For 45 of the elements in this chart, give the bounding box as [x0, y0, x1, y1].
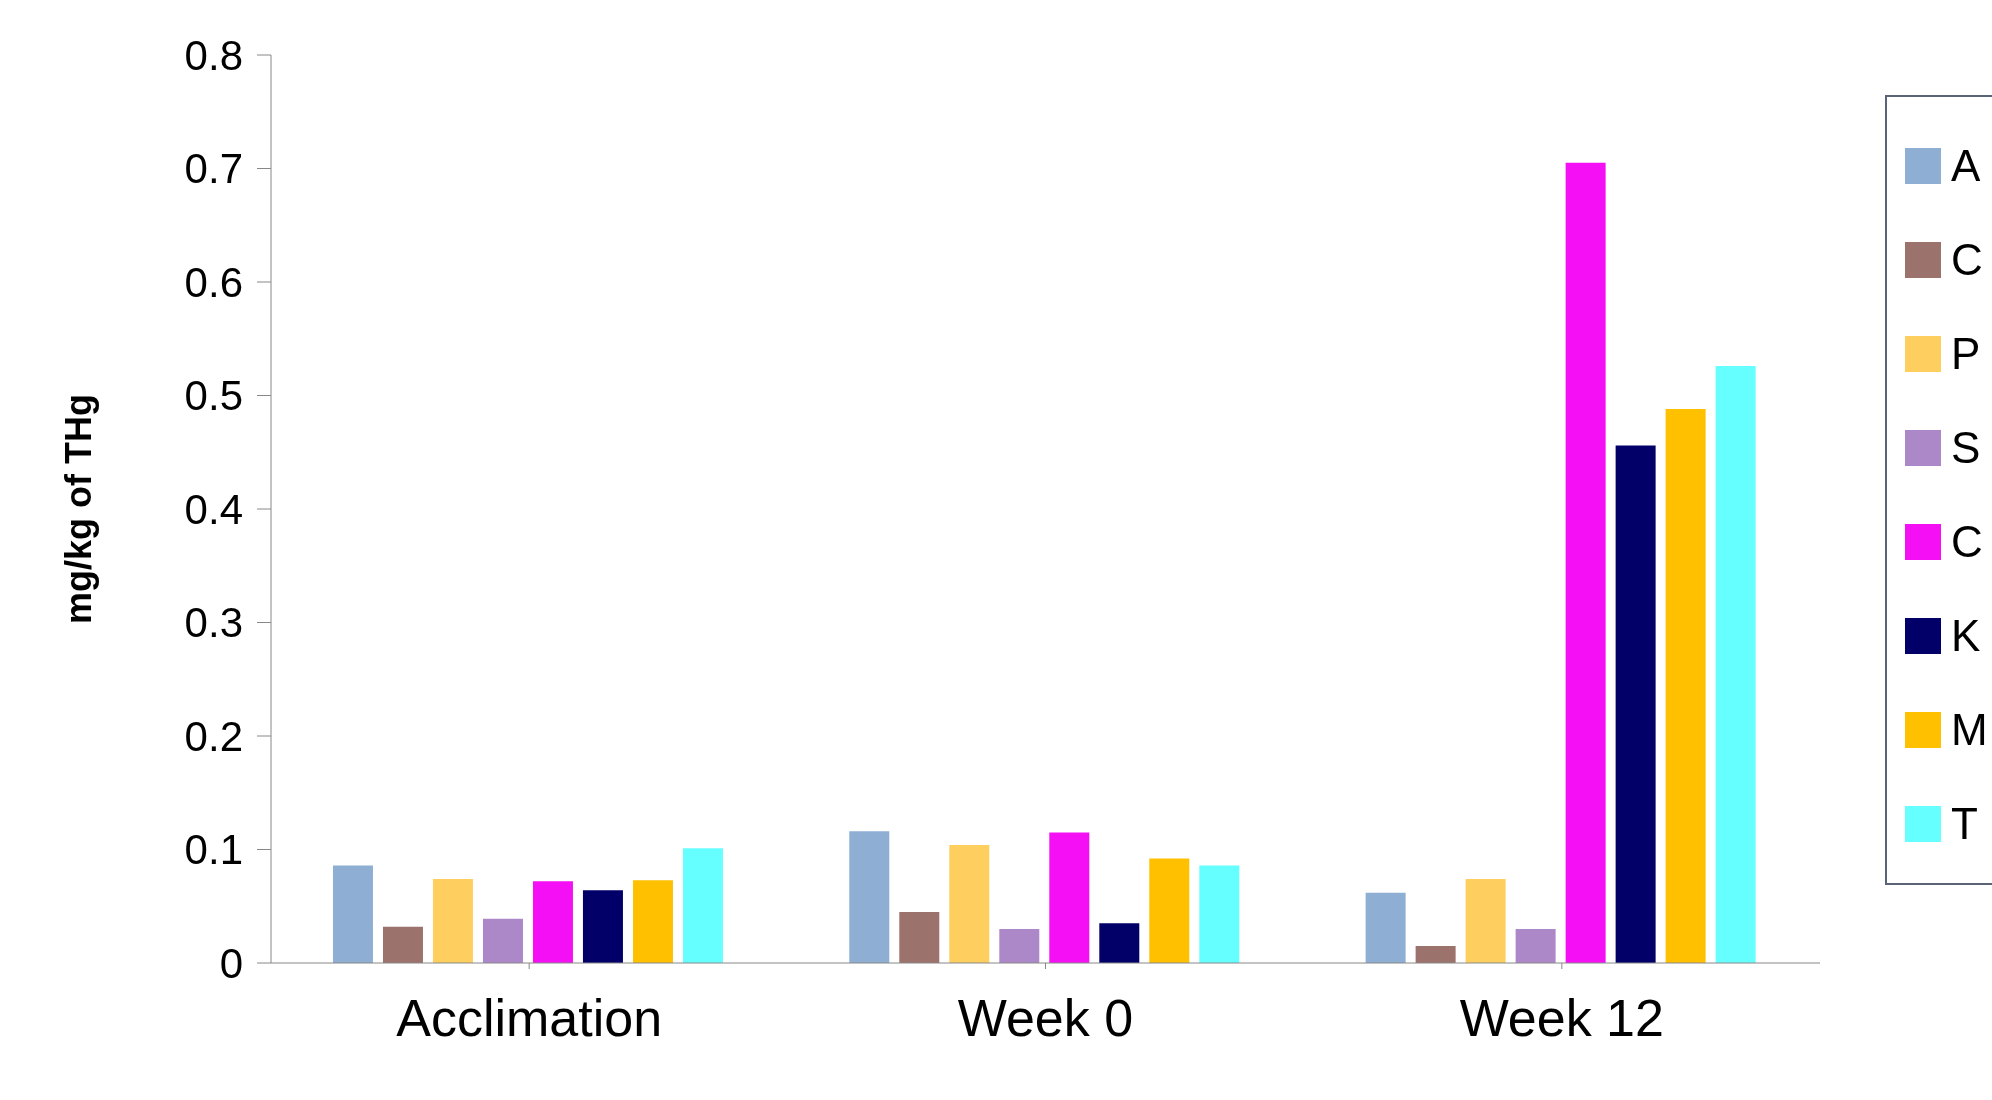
bar — [999, 928, 1040, 963]
y-tick-label: 0.4 — [184, 485, 243, 533]
y-tick-label: 0.1 — [184, 826, 243, 874]
legend-label: K — [1951, 611, 1981, 661]
bar — [682, 848, 723, 963]
bar — [1415, 945, 1456, 963]
bar — [582, 890, 623, 963]
bar — [1715, 365, 1756, 963]
y-tick-label: 0.8 — [184, 31, 243, 79]
bar — [1615, 445, 1656, 963]
bar — [532, 881, 573, 963]
bar — [1199, 865, 1240, 963]
bar — [1149, 858, 1190, 963]
bar — [1465, 879, 1506, 963]
y-axis-title: mg/kg of THg — [57, 394, 99, 624]
legend-label: P — [1951, 329, 1981, 379]
legend-label: A — [1951, 141, 1981, 191]
y-tick-label: 0.3 — [184, 599, 243, 647]
bar — [899, 911, 940, 963]
y-tick-label: 0.2 — [184, 712, 243, 760]
bar — [1099, 923, 1140, 963]
y-tick-label: 0.5 — [184, 372, 243, 420]
y-tick-label: 0.6 — [184, 258, 243, 306]
legend-label: T — [1951, 799, 1978, 849]
y-tick-label: 0 — [219, 939, 243, 987]
legend-label: S — [1951, 423, 1981, 473]
x-tick-label: Acclimation — [396, 988, 663, 1047]
bar — [382, 926, 423, 963]
bar — [849, 831, 890, 963]
x-tick-label: Week 0 — [957, 988, 1134, 1047]
bar — [1365, 892, 1406, 963]
bar — [1665, 409, 1706, 963]
bar — [332, 865, 373, 963]
bar — [432, 879, 473, 963]
bar — [949, 844, 990, 963]
legend-label: C — [1951, 517, 1983, 567]
legend-label: C — [1951, 235, 1983, 285]
x-tick-label: Week 12 — [1459, 988, 1664, 1047]
y-tick-label: 0.7 — [184, 145, 243, 193]
bar — [632, 880, 673, 963]
legend-label: M — [1951, 705, 1988, 755]
bar — [1049, 832, 1090, 963]
bar — [1565, 162, 1606, 963]
bar — [1515, 928, 1556, 963]
bar — [482, 918, 523, 963]
